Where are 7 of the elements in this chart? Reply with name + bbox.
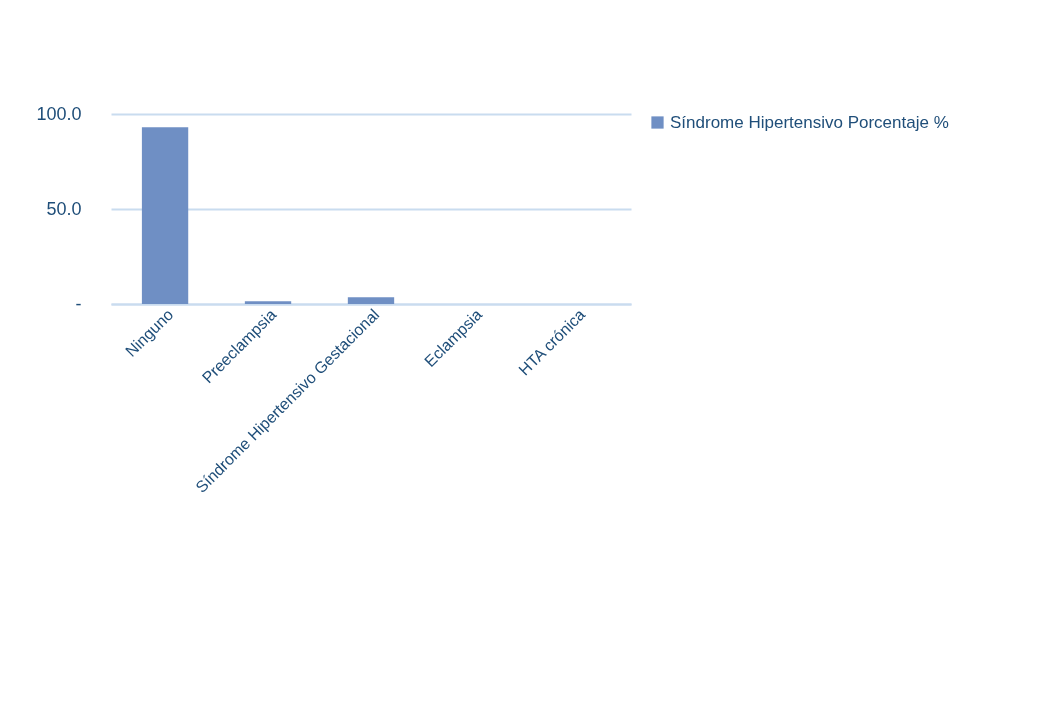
y-tick-label: 50.0	[46, 198, 82, 219]
bar	[244, 301, 292, 304]
y-tick-label: -	[75, 293, 82, 314]
legend-label: Síndrome Hipertensivo Porcentaje %	[670, 112, 949, 132]
bar	[141, 127, 189, 304]
y-tick-label: 100.0	[36, 103, 82, 124]
bar	[347, 297, 395, 304]
